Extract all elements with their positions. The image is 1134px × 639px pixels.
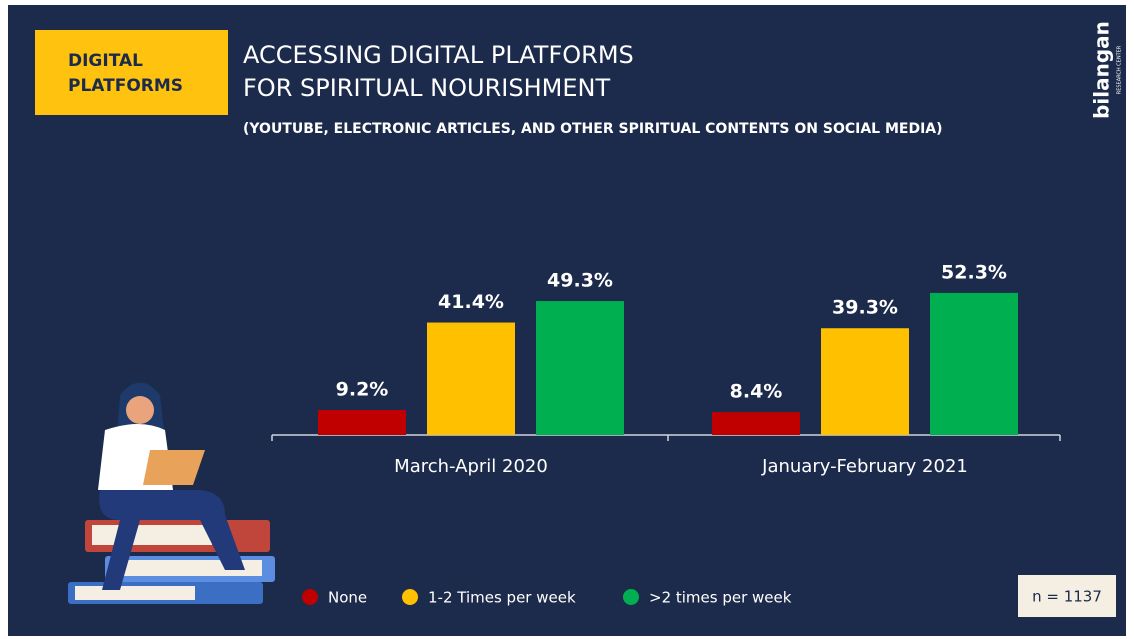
data-label: 41.4% xyxy=(438,291,504,313)
logo-subtitle: RESEARCH CENTER xyxy=(1117,45,1123,94)
bar xyxy=(930,292,1018,435)
data-label: 39.3% xyxy=(832,297,898,319)
chart-subtitle: (YOUTUBE, ELECTRONIC ARTICLES, AND OTHER… xyxy=(243,121,943,137)
x-tick-label: March-April 2020 xyxy=(394,456,548,477)
data-label: 52.3% xyxy=(941,261,1007,283)
badge-text: PLATFORMS xyxy=(68,76,183,96)
chart-title: ACCESSING DIGITAL PLATFORMS xyxy=(243,41,634,69)
badge-text: DIGITAL xyxy=(68,51,143,71)
data-label: 9.2% xyxy=(336,379,389,401)
bar xyxy=(821,328,909,435)
legend-swatch xyxy=(302,589,318,605)
data-label: 49.3% xyxy=(547,270,613,292)
bar xyxy=(427,322,515,435)
badge xyxy=(35,30,228,115)
annotation: n = 1137 xyxy=(1032,588,1102,606)
x-tick-label: January-February 2021 xyxy=(761,456,968,477)
annotation-box xyxy=(1018,575,1116,617)
legend-swatch xyxy=(623,589,639,605)
legend-label: 1-2 Times per week xyxy=(428,589,576,607)
legend-swatch xyxy=(402,589,418,605)
bar xyxy=(318,410,406,435)
data-label: 8.4% xyxy=(730,381,783,403)
bar xyxy=(712,412,800,435)
legend-label: None xyxy=(328,589,367,607)
bar xyxy=(536,301,624,435)
illustration xyxy=(68,382,275,604)
logo: bilangan xyxy=(1090,21,1114,119)
legend-label: >2 times per week xyxy=(649,589,792,607)
chart-title: FOR SPIRITUAL NOURISHMENT xyxy=(243,74,610,102)
